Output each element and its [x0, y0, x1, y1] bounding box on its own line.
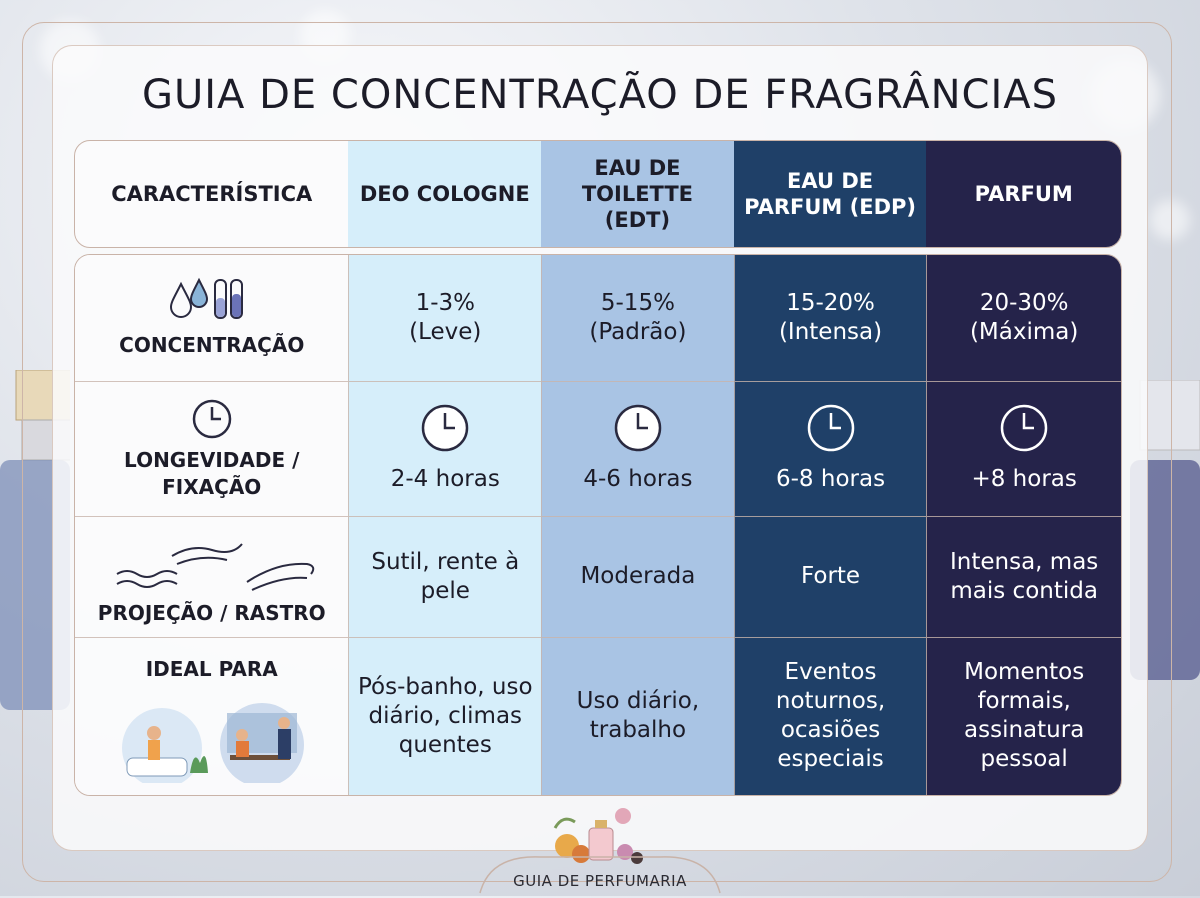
- parfum-concentration: 20-30% (Máxima): [927, 255, 1121, 382]
- clock-icon: [1000, 405, 1048, 452]
- edt-longevity: 4-6 horas: [542, 382, 734, 518]
- edt-concentration: 5-15% (Padrão): [542, 255, 734, 382]
- concentration-qualifier: (Máxima): [969, 318, 1079, 345]
- feature-label: IDEAL PARA: [145, 656, 278, 681]
- edp-column: 15-20% (Intensa) 6-8 horas Forte Eventos…: [733, 255, 927, 795]
- feature-longevity: LONGEVIDADE / FIXAÇÃO: [75, 382, 349, 517]
- page-title: GUIA DE CONCENTRAÇÃO DE FRAGRÂNCIAS: [141, 72, 1058, 118]
- feature-ideal-for: IDEAL PARA: [75, 638, 348, 795]
- feature-label: CONCENTRAÇÃO: [119, 333, 305, 358]
- parfum-ideal-for: Momentos formais, assinatura pessoal: [964, 659, 1085, 773]
- concentration-value: 15-20%: [786, 289, 875, 316]
- feature-column: CONCENTRAÇÃO LONGEVIDADE / FIXAÇÃO PROJE…: [75, 255, 349, 795]
- table-header: CARACTERÍSTICA DEO COLOGNE EAU DE TOILET…: [74, 140, 1122, 248]
- clock-icon: [422, 405, 469, 452]
- bokeh-light: [1150, 200, 1190, 240]
- feature-label: LONGEVIDADE / FIXAÇÃO: [124, 447, 300, 499]
- footer-ornament: [479, 856, 721, 894]
- concentration-value: 5-15%: [600, 289, 675, 316]
- header-parfum-label: PARFUM: [974, 182, 1073, 206]
- deo-concentration: 1-3% (Leve): [349, 255, 542, 382]
- droplets-and-test-tubes-icon: [169, 278, 243, 320]
- longevity-value: 2-4 horas: [390, 466, 500, 493]
- clock-icon: [192, 399, 231, 438]
- deo-projection: Sutil, rente à pele: [349, 517, 542, 638]
- header-eau-de-toilette-label: EAU DE TOILETTE (EDT): [581, 156, 694, 232]
- edp-projection: Forte: [734, 517, 927, 638]
- longevity-value: 4-6 horas: [583, 466, 693, 493]
- perfume-logo-icon: [553, 808, 643, 864]
- decorative-frame: [22, 22, 1172, 882]
- deo-ideal-for: Pós-banho, uso diário, climas quentes: [357, 673, 533, 758]
- concentration-qualifier: (Intensa): [778, 318, 883, 345]
- comparison-table: CONCENTRAÇÃO LONGEVIDADE / FIXAÇÃO PROJE…: [74, 254, 1122, 796]
- clock-icon: [807, 405, 854, 452]
- bathroom-and-office-illustration: [121, 702, 304, 783]
- header-eau-de-parfum: EAU DE PARFUM (EDP): [733, 141, 927, 247]
- parfum-projection: Intensa, mas mais contida: [927, 517, 1121, 638]
- edt-projection: Moderada: [542, 517, 734, 638]
- feature-label: PROJEÇÃO / RASTRO: [97, 601, 326, 626]
- edt-column: 5-15% (Padrão) 4-6 horas Moderada Uso di…: [541, 255, 734, 795]
- header-eau-de-toilette: EAU DE TOILETTE (EDT): [541, 141, 734, 247]
- parfum-longevity: +8 horas: [927, 382, 1121, 518]
- parfum-column: 20-30% (Máxima) +8 horas Intensa, mas ma…: [926, 255, 1121, 795]
- footer-brand: GUIA DE PERFUMARIA: [513, 872, 687, 890]
- header-feature: CARACTERÍSTICA: [111, 182, 313, 206]
- longevity-value: +8 horas: [971, 466, 1077, 493]
- concentration-qualifier: (Leve): [409, 318, 482, 345]
- header-parfum: PARFUM: [926, 141, 1121, 247]
- feature-projection: PROJEÇÃO / RASTRO: [75, 517, 349, 638]
- clock-icon: [614, 405, 662, 452]
- header-deo-cologne-label: DEO COLOGNE: [359, 182, 530, 206]
- edt-ideal-for: Uso diário, trabalho: [576, 688, 700, 744]
- header-eau-de-parfum-label: EAU DE PARFUM (EDP): [744, 169, 916, 219]
- concentration-qualifier: (Padrão): [589, 318, 687, 345]
- edp-concentration: 15-20% (Intensa): [734, 255, 927, 382]
- edp-ideal-for: Eventos noturnos, ocasiões especiais: [775, 659, 886, 773]
- concentration-value: 1-3%: [415, 289, 475, 316]
- edp-longevity: 6-8 horas: [734, 382, 927, 518]
- wind-waves-icon: [116, 543, 314, 592]
- longevity-value: 6-8 horas: [776, 466, 886, 493]
- header-deo-cologne: DEO COLOGNE: [348, 141, 542, 247]
- feature-concentration: CONCENTRAÇÃO: [75, 255, 349, 382]
- deo-longevity: 2-4 horas: [349, 382, 542, 518]
- concentration-value: 20-30%: [979, 289, 1069, 316]
- deo-cologne-column: 1-3% (Leve) 2-4 horas Sutil, rente à pel…: [348, 255, 542, 795]
